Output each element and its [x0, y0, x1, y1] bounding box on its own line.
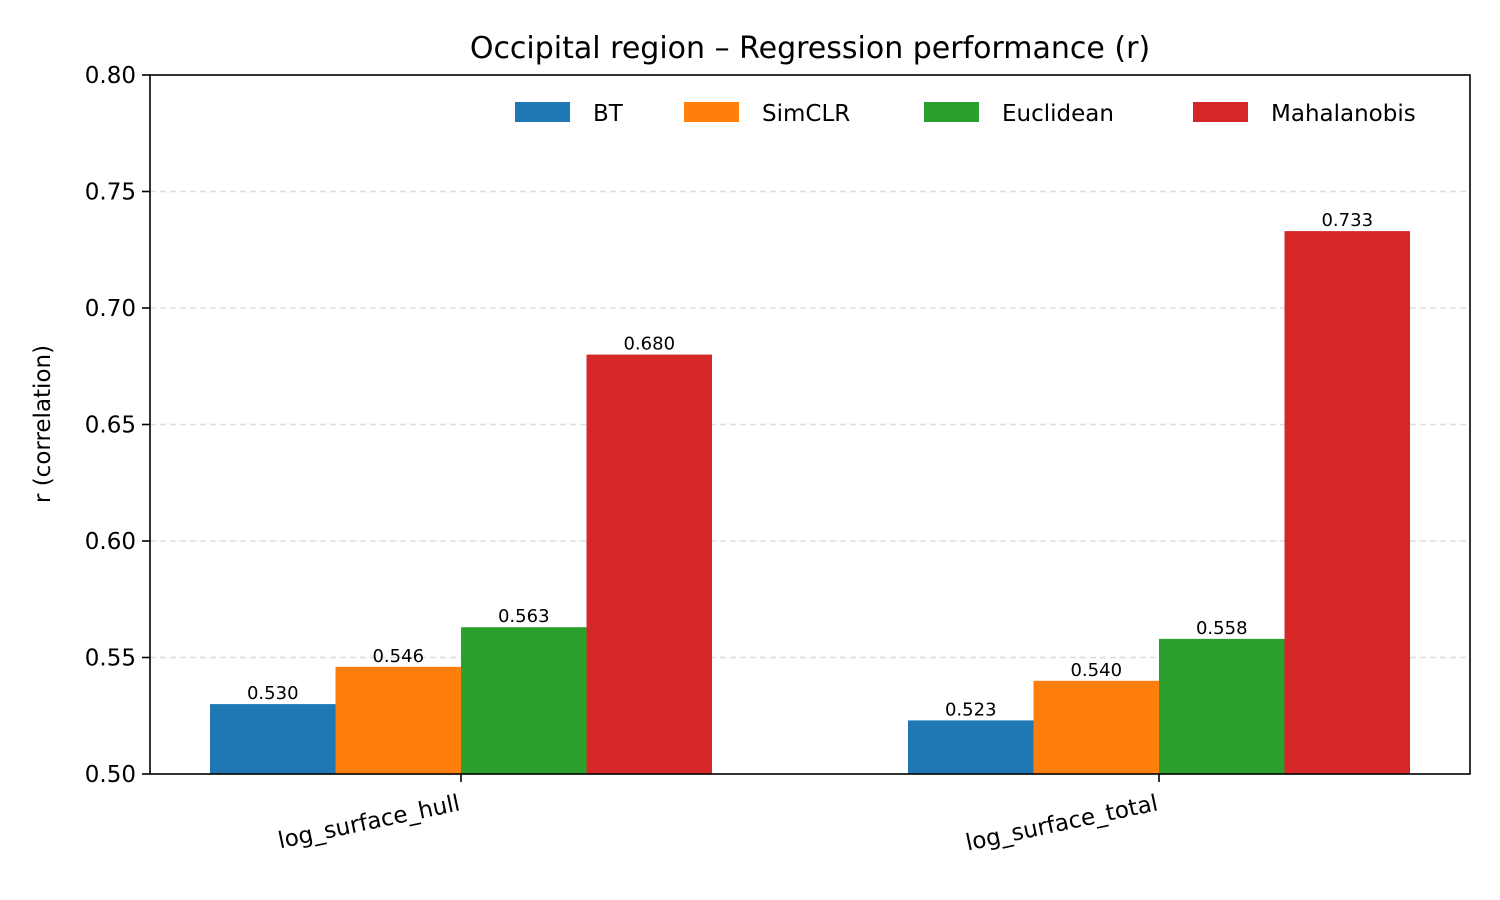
y-tick-label: 0.70: [85, 296, 136, 322]
y-tick-label: 0.55: [85, 646, 136, 672]
legend-label-bt: BT: [593, 101, 624, 127]
legend-label-euclidean: Euclidean: [1002, 101, 1114, 127]
data-label: 0.546: [372, 646, 424, 667]
legend-label-simclr: SimCLR: [762, 101, 850, 127]
y-tick-label: 0.75: [85, 180, 136, 206]
bar-simclr-log_surface_hull: [335, 666, 461, 774]
data-label: 0.680: [623, 334, 675, 355]
data-label: 0.558: [1196, 618, 1248, 639]
data-label: 0.523: [945, 699, 997, 720]
x-tick-label: log_surface_hull: [276, 790, 462, 854]
bar-euclidean-log_surface_total: [1159, 638, 1285, 774]
legend: BT SimCLR Euclidean Mahalanobis: [515, 101, 1416, 127]
legend-label-mahalanobis: Mahalanobis: [1271, 101, 1416, 127]
bar-mahalanobis-log_surface_hull: [586, 354, 712, 774]
bar-euclidean-log_surface_hull: [461, 627, 587, 774]
data-label: 0.540: [1070, 660, 1122, 681]
bar-simclr-log_surface_total: [1033, 680, 1159, 774]
y-tick-label: 0.80: [85, 63, 136, 89]
chart-title: Occipital region – Regression performanc…: [470, 31, 1150, 66]
legend-swatch-bt: [515, 102, 570, 122]
bar-bt-log_surface_total: [908, 720, 1034, 774]
data-label: 0.563: [498, 606, 550, 627]
legend-swatch-mahalanobis: [1193, 102, 1248, 122]
bars: [210, 231, 1410, 775]
bar-mahalanobis-log_surface_total: [1284, 231, 1410, 775]
x-axis-ticks: log_surface_hull log_surface_total: [276, 774, 1160, 857]
legend-swatch-euclidean: [924, 102, 979, 122]
data-labels: 0.530 0.546 0.563 0.680 0.523 0.540 0.558 0.733: [247, 210, 1373, 720]
y-tick-label: 0.50: [85, 762, 136, 788]
x-tick-label: log_surface_total: [963, 790, 1160, 856]
data-label: 0.733: [1321, 210, 1373, 231]
data-label: 0.530: [247, 683, 299, 704]
y-axis-label: r (correlation): [30, 345, 56, 503]
y-axis-ticks: 0.50 0.55 0.60 0.65 0.70 0.75 0.80: [85, 63, 150, 788]
gridlines: [150, 190, 1470, 659]
y-tick-label: 0.60: [85, 529, 136, 555]
bar-bt-log_surface_hull: [210, 704, 336, 774]
legend-swatch-simclr: [684, 102, 739, 122]
y-tick-label: 0.65: [85, 413, 136, 439]
